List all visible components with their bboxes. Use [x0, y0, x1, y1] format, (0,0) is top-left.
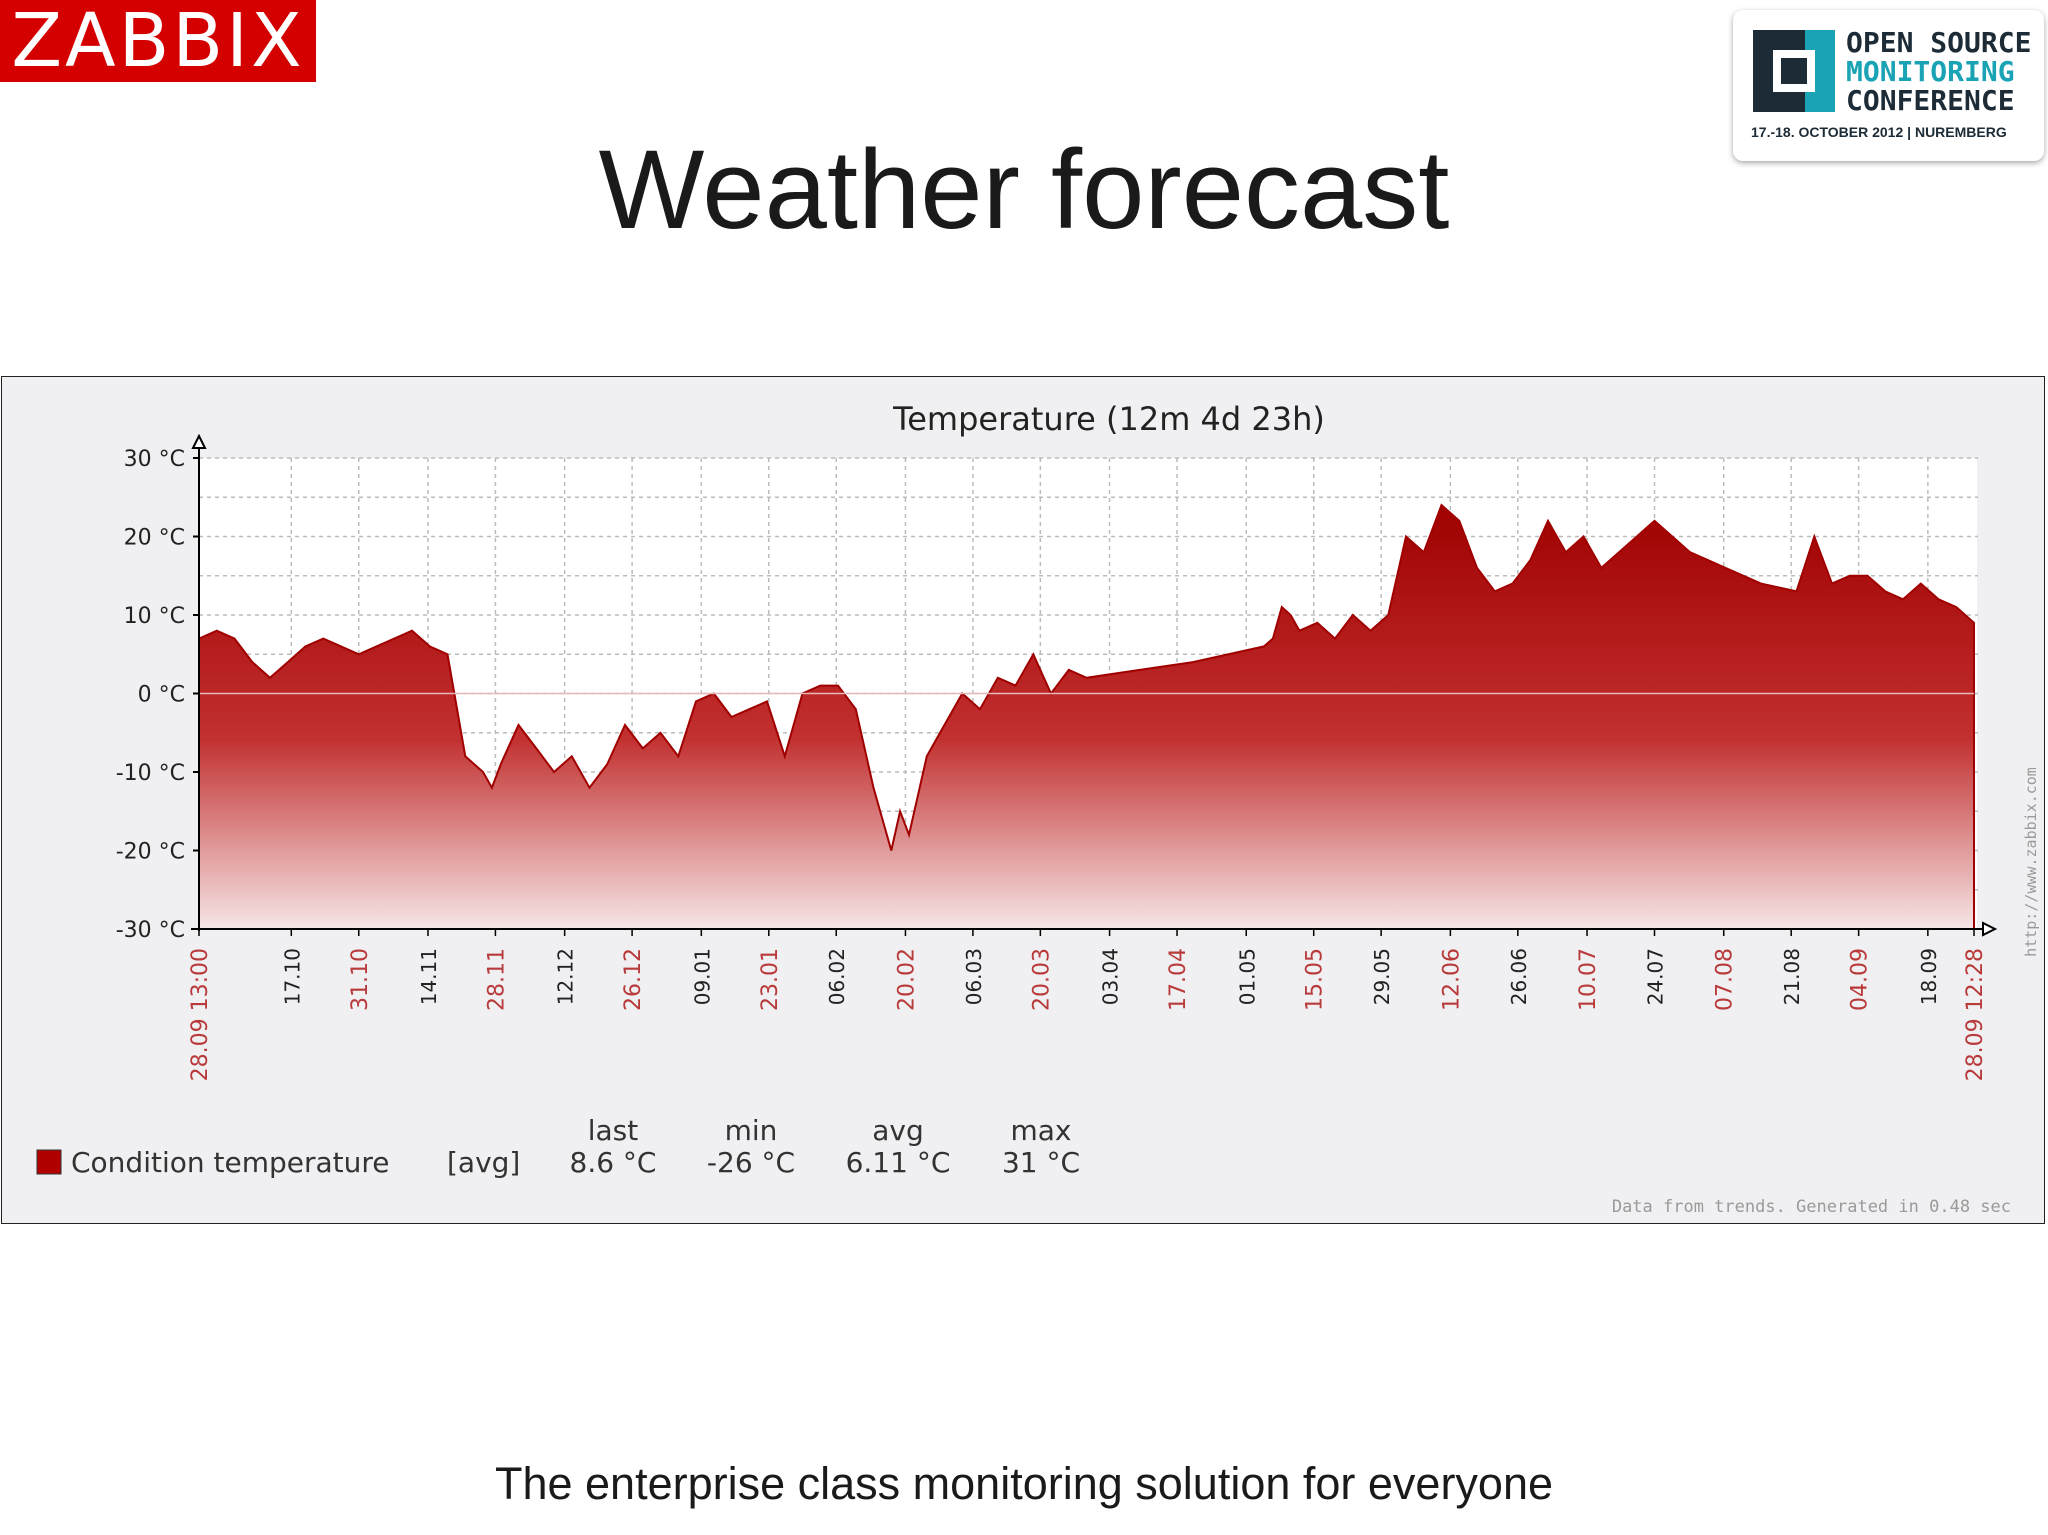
y-tick-label: -10 °C — [116, 761, 185, 786]
chart-title: Temperature (12m 4d 23h) — [892, 400, 1325, 438]
x-tick-label: 26.12 — [621, 948, 646, 1011]
x-tick-label: 03.04 — [1099, 948, 1123, 1005]
temperature-graph: Temperature (12m 4d 23h) 30 °C 20 °C 10 °C… — [0, 375, 2046, 1225]
legend-value-avg: 6.11 °C — [846, 1146, 951, 1179]
y-axis-arrow-icon — [191, 433, 207, 449]
y-tick-label: 30 °C — [124, 447, 185, 472]
x-tick-label: 17.04 — [1166, 948, 1191, 1011]
conference-line-3: CONFERENCE — [1846, 84, 2015, 117]
legend-swatch — [36, 1149, 62, 1175]
x-tick-label: 29.05 — [1370, 948, 1394, 1005]
legend-header-last: last — [588, 1114, 639, 1147]
x-tick-label: 07.08 — [1713, 948, 1738, 1011]
y-tick-label: 0 °C — [138, 683, 185, 708]
x-tick-label: 21.08 — [1780, 948, 1804, 1005]
legend-header-max: max — [1010, 1114, 1071, 1147]
legend-value-last: 8.6 °C — [570, 1146, 657, 1179]
legend-func: [avg] — [447, 1146, 520, 1179]
series-area — [198, 503, 1975, 930]
y-tick-label: 20 °C — [124, 526, 185, 551]
x-tick-label: 01.05 — [1235, 948, 1259, 1005]
x-tick-label: 23.01 — [758, 948, 783, 1011]
y-axis-ticks: 30 °C 20 °C 10 °C 0 °C -10 °C -20 °C -30 °C — [116, 447, 199, 943]
x-tick-label: 24.07 — [1644, 948, 1668, 1005]
x-tick-label: 04.09 — [1848, 948, 1873, 1011]
x-tick-label: 17.10 — [280, 948, 304, 1005]
x-tick-label: 28.09 13:00 — [188, 948, 213, 1081]
legend-header-min: min — [725, 1114, 778, 1147]
legend-value-max: 31 °C — [1002, 1146, 1080, 1179]
x-tick-label: 10.07 — [1576, 948, 1601, 1011]
side-url: http://www.zabbix.com — [2022, 767, 2040, 957]
legend-header-avg: avg — [872, 1114, 924, 1147]
x-tick-label: 12.12 — [554, 948, 578, 1005]
x-tick-label: 14.11 — [417, 948, 441, 1005]
y-tick-label: -30 °C — [116, 918, 185, 943]
x-axis-ticks: 28.09 13:00 17.10 31.10 14.11 28.11 12.12 26.1… — [188, 929, 1988, 1081]
conference-line-2: MONITORING — [1846, 55, 2015, 88]
conference-logo-icon — [1753, 30, 1835, 112]
generated-note: Data from trends. Generated in 0.48 sec — [1612, 1197, 2011, 1217]
x-tick-label: 20.03 — [1029, 948, 1054, 1011]
conference-line-1: OPEN SOURCE — [1846, 26, 2032, 59]
axes — [191, 433, 1998, 937]
x-tick-label: 06.02 — [825, 948, 849, 1005]
x-tick-label: 20.02 — [894, 948, 919, 1011]
legend-value-min: -26 °C — [707, 1146, 795, 1179]
slide-title: Weather forecast — [598, 127, 1450, 252]
x-tick-label: 09.01 — [690, 948, 714, 1005]
x-tick-label: 28.11 — [484, 948, 509, 1011]
x-tick-label: 31.10 — [348, 948, 373, 1011]
y-tick-label: -20 °C — [116, 840, 185, 865]
legend-series-name: Condition temperature — [71, 1146, 390, 1179]
legend: Condition temperature [avg] last min avg… — [36, 1114, 1080, 1179]
x-tick-label: 12.06 — [1439, 948, 1464, 1011]
conference-badge: OPEN SOURCE MONITORING CONFERENCE 17.-18… — [1733, 10, 2044, 161]
y-tick-label: 10 °C — [124, 604, 185, 629]
x-tick-label: 28.09 12:28 — [1963, 948, 1988, 1081]
slide-footer: The enterprise class monitoring solution… — [494, 1458, 1554, 1509]
x-tick-label: 26.06 — [1507, 948, 1531, 1005]
x-axis-arrow-icon — [1982, 921, 1998, 937]
x-tick-label: 18.09 — [1917, 948, 1941, 1005]
x-tick-label: 06.03 — [962, 948, 986, 1005]
chart-svg: Temperature (12m 4d 23h) 30 °C 20 °C 10 °C… — [0, 375, 2046, 1225]
x-tick-label: 15.05 — [1303, 948, 1328, 1011]
zabbix-logo: ZABBIX — [0, 0, 316, 82]
conference-dates: 17.-18. OCTOBER 2012 | NUREMBERG — [1751, 124, 2007, 140]
